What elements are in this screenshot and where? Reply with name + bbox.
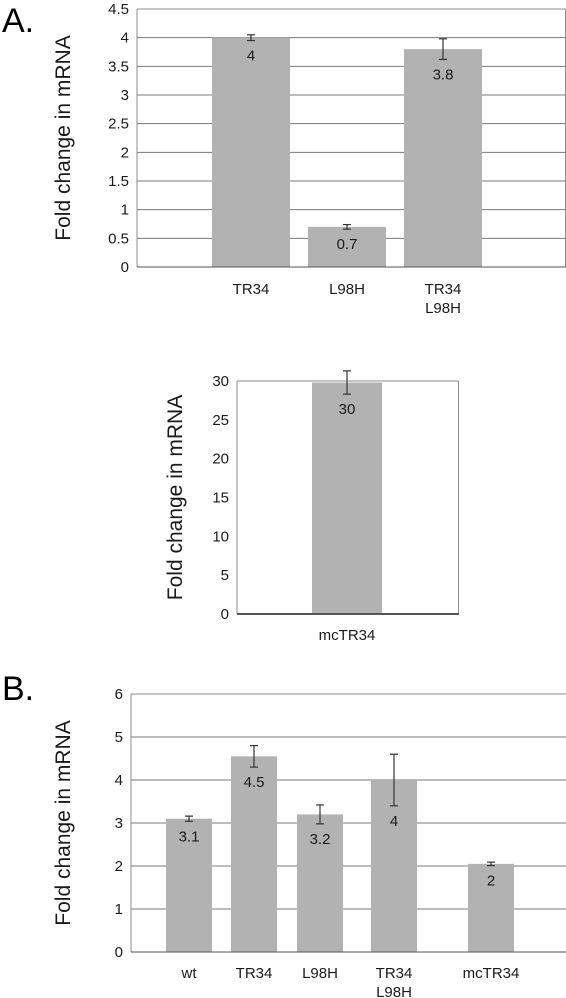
x-tick-label: TR34 bbox=[425, 281, 462, 298]
y-tick-label: 5 bbox=[221, 567, 229, 584]
bar bbox=[468, 863, 514, 952]
data-label: 3.8 bbox=[433, 66, 454, 83]
bar bbox=[308, 226, 386, 267]
bar bbox=[212, 37, 290, 267]
data-label: 3.1 bbox=[179, 828, 200, 845]
y-tick-label: 5 bbox=[115, 729, 123, 746]
data-label: 4 bbox=[390, 813, 398, 830]
y-axis-title: Fold change in mRNA bbox=[52, 35, 75, 240]
bar bbox=[371, 780, 417, 952]
y-tick-label: 25 bbox=[212, 412, 229, 429]
y-tick-label: 0 bbox=[115, 944, 123, 961]
y-tick-label: 15 bbox=[212, 490, 229, 507]
bar bbox=[166, 818, 212, 952]
data-label: 4 bbox=[247, 48, 255, 65]
y-tick-label: 30 bbox=[212, 373, 229, 390]
y-tick-label: 4 bbox=[121, 30, 129, 47]
y-tick-label: 3.5 bbox=[108, 58, 129, 75]
x-tick-label: L98H bbox=[425, 300, 461, 317]
x-tick-label: TR34 bbox=[376, 965, 413, 982]
panel-label-b: B. bbox=[2, 670, 34, 708]
y-axis-title: Fold change in mRNA bbox=[164, 395, 187, 600]
y-tick-label: 10 bbox=[212, 528, 229, 545]
y-tick-label: 4.5 bbox=[108, 1, 129, 18]
bar bbox=[297, 814, 343, 952]
y-tick-label: 6 bbox=[115, 686, 123, 703]
x-tick-label: wt bbox=[181, 965, 198, 982]
y-tick-label: 0.5 bbox=[108, 230, 129, 247]
y-tick-label: 0 bbox=[221, 606, 229, 623]
y-tick-label: 20 bbox=[212, 451, 229, 468]
y-tick-label: 1 bbox=[115, 901, 123, 918]
data-label: 30 bbox=[339, 401, 356, 418]
panel-label-a: A. bbox=[2, 2, 34, 40]
data-label: 2 bbox=[487, 873, 495, 890]
data-label: 3.2 bbox=[310, 831, 331, 848]
bar bbox=[404, 49, 482, 268]
x-tick-label: mcTR34 bbox=[319, 627, 376, 644]
y-tick-label: 3 bbox=[121, 87, 129, 104]
y-tick-label: 2 bbox=[121, 144, 129, 161]
x-tick-label: L98H bbox=[376, 984, 412, 998]
y-tick-label: 1.5 bbox=[108, 173, 129, 190]
bar bbox=[312, 382, 382, 614]
y-tick-label: 2 bbox=[115, 858, 123, 875]
x-tick-label: TR34 bbox=[233, 281, 270, 298]
data-label: 4.5 bbox=[244, 774, 265, 791]
y-tick-label: 3 bbox=[115, 815, 123, 832]
x-tick-label: L98H bbox=[302, 965, 338, 982]
y-tick-label: 2.5 bbox=[108, 116, 129, 133]
y-tick-label: 0 bbox=[121, 259, 129, 276]
x-tick-label: mcTR34 bbox=[463, 965, 520, 982]
x-tick-label: L98H bbox=[329, 281, 365, 298]
y-tick-label: 4 bbox=[115, 772, 123, 789]
x-tick-label: TR34 bbox=[236, 965, 273, 982]
y-tick-label: 1 bbox=[121, 202, 129, 219]
y-axis-title: Fold change in mRNA bbox=[52, 720, 75, 925]
data-label: 0.7 bbox=[337, 236, 358, 253]
bar bbox=[231, 756, 277, 952]
